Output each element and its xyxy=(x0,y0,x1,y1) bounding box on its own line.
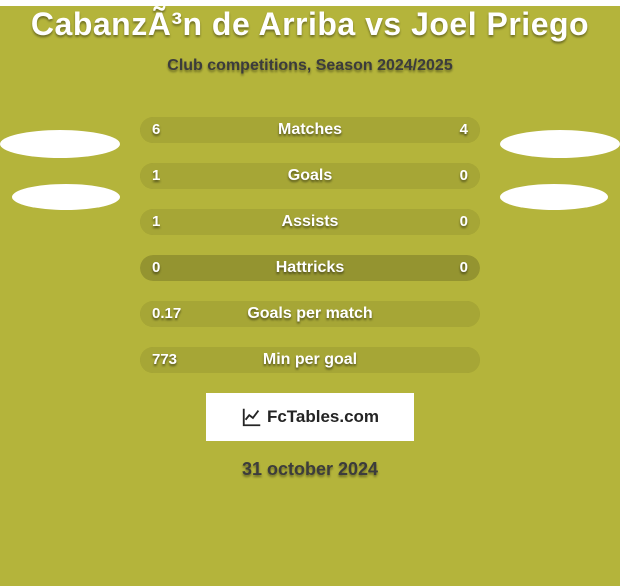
decor-oval-top-right xyxy=(500,130,620,158)
stat-row: 10Assists xyxy=(140,209,480,235)
decor-oval-bottom-right xyxy=(500,184,608,210)
stat-label: Hattricks xyxy=(140,255,480,281)
decor-oval-bottom-left xyxy=(12,184,120,210)
fctables-logo: FcTables.com xyxy=(206,393,414,441)
stat-row: 0.17Goals per match xyxy=(140,301,480,327)
chart-icon xyxy=(241,406,263,428)
stat-label: Matches xyxy=(140,117,480,143)
logo-text: FcTables.com xyxy=(267,407,379,427)
stat-row: 00Hattricks xyxy=(140,255,480,281)
comparison-card: CabanzÃ³n de Arriba vs Joel Priego Club … xyxy=(0,6,620,586)
stats-list: 64Matches 10Goals 10Assists 00Hattricks 0.17… xyxy=(140,117,480,373)
stat-label: Goals per match xyxy=(140,301,480,327)
stat-label: Goals xyxy=(140,163,480,189)
date-text: 31 october 2024 xyxy=(0,459,620,480)
stat-label: Min per goal xyxy=(140,347,480,373)
decor-oval-top-left xyxy=(0,130,120,158)
stat-row: 64Matches xyxy=(140,117,480,143)
page-title: CabanzÃ³n de Arriba vs Joel Priego xyxy=(0,6,620,43)
page-subtitle: Club competitions, Season 2024/2025 xyxy=(0,57,620,75)
stat-row: 773Min per goal xyxy=(140,347,480,373)
stat-label: Assists xyxy=(140,209,480,235)
stat-row: 10Goals xyxy=(140,163,480,189)
